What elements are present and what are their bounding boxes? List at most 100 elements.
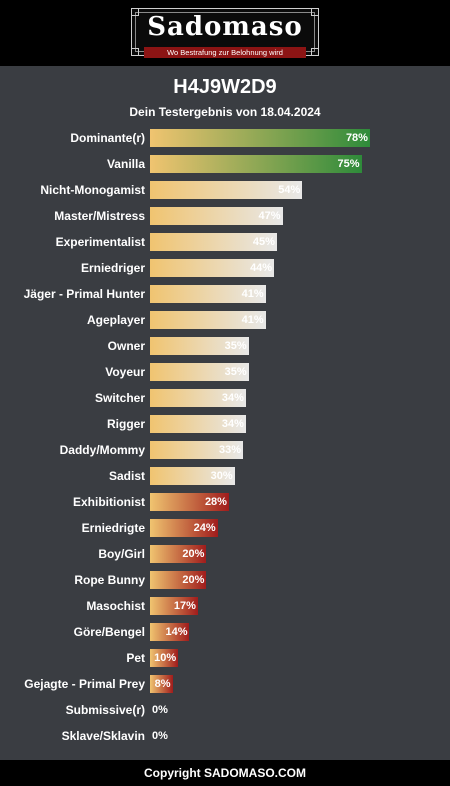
category-label: Boy/Girl	[98, 547, 145, 561]
category-label: Pet	[126, 651, 145, 665]
value-label: 34%	[221, 418, 244, 430]
logo-tagline: Wo Bestrafung zur Belohnung wird	[144, 47, 306, 58]
result-row: Ageplayer 41%	[0, 311, 450, 329]
category-label: Voyeur	[105, 365, 145, 379]
category-label: Daddy/Mommy	[59, 443, 145, 457]
result-row: Exhibitionist 28%	[0, 493, 450, 511]
value-label: 35%	[224, 340, 247, 352]
value-label: 34%	[221, 392, 244, 404]
category-label: Vanilla	[106, 157, 145, 171]
value-label: 8%	[154, 678, 171, 690]
result-bar	[150, 623, 190, 641]
value-label: 35%	[224, 366, 247, 378]
result-bar	[150, 311, 266, 329]
result-row: Master/Mistress 47%	[0, 207, 450, 225]
result-row: Dominante(r) 78%	[0, 129, 450, 147]
result-row: Sadist 30%	[0, 467, 450, 485]
result-bar	[150, 493, 229, 511]
result-bar	[150, 441, 244, 459]
result-bar	[150, 597, 198, 615]
result-bar	[150, 337, 249, 355]
result-bar	[150, 129, 370, 147]
logo-corner	[311, 48, 319, 56]
result-row: Erniedrigte 24%	[0, 519, 450, 537]
logo-corner	[131, 48, 139, 56]
result-row: Switcher 34%	[0, 389, 450, 407]
result-bar	[150, 181, 303, 199]
value-label: 45%	[252, 236, 275, 248]
value-label: 41%	[241, 314, 264, 326]
category-label: Jäger - Primal Hunter	[23, 287, 145, 301]
header-bar: Sadomaso Wo Bestrafung zur Belohnung wir…	[0, 0, 450, 66]
result-row: Rope Bunny 20%	[0, 571, 450, 589]
value-label: 14%	[165, 626, 188, 638]
logo-corner	[131, 8, 139, 16]
result-row: Vanilla 75%	[0, 155, 450, 173]
result-row: Sklave/Sklavin 0%	[0, 727, 450, 745]
footer-copyright[interactable]: Copyright SADOMASO.COM	[0, 760, 450, 786]
result-row: Göre/Bengel 14%	[0, 623, 450, 641]
result-row: Submissive(r) 0%	[0, 701, 450, 719]
result-bar	[150, 233, 277, 251]
category-label: Experimentalist	[55, 235, 145, 249]
result-bar	[150, 519, 218, 537]
result-bar	[150, 259, 275, 277]
site-logo[interactable]: Sadomaso Wo Bestrafung zur Belohnung wir…	[131, 8, 319, 58]
category-label: Exhibitionist	[73, 495, 145, 509]
value-label: 10%	[154, 652, 177, 664]
category-label: Göre/Bengel	[73, 625, 145, 639]
result-row: Experimentalist 45%	[0, 233, 450, 251]
value-label: 47%	[258, 210, 281, 222]
result-row: Jäger - Primal Hunter 41%	[0, 285, 450, 303]
value-label: 17%	[173, 600, 196, 612]
result-row: Erniedriger 44%	[0, 259, 450, 277]
category-label: Ageplayer	[86, 313, 145, 327]
value-label: 41%	[241, 288, 264, 300]
result-bar	[150, 571, 207, 589]
category-label: Dominante(r)	[70, 131, 145, 145]
value-label: 24%	[193, 522, 216, 534]
value-label: 33%	[219, 444, 242, 456]
category-label: Switcher	[94, 391, 145, 405]
value-label: 54%	[278, 184, 301, 196]
result-bar	[150, 675, 173, 693]
category-label: Master/Mistress	[54, 209, 145, 223]
value-label: 20%	[182, 574, 205, 586]
value-label: 0%	[152, 704, 168, 716]
category-label: Sadist	[108, 469, 145, 483]
value-label: 30%	[210, 470, 233, 482]
result-bar	[150, 155, 362, 173]
category-label: Rope Bunny	[74, 573, 145, 587]
result-bar	[150, 415, 246, 433]
category-label: Masochist	[86, 599, 145, 613]
result-bar	[150, 285, 266, 303]
result-row: Pet 10%	[0, 649, 450, 667]
category-label: Gejagte - Primal Prey	[24, 677, 145, 691]
result-bar	[150, 649, 179, 667]
value-label: 78%	[345, 132, 368, 144]
value-label: 75%	[337, 158, 360, 170]
category-label: Owner	[107, 339, 145, 353]
value-label: 0%	[152, 730, 168, 742]
result-bar	[150, 207, 283, 225]
result-subtitle: Dein Testergebnis von 18.04.2024	[129, 105, 321, 119]
result-row: Nicht-Monogamist 54%	[0, 181, 450, 199]
result-row: Gejagte - Primal Prey 8%	[0, 675, 450, 693]
category-label: Sklave/Sklavin	[61, 729, 145, 743]
result-bar	[150, 389, 246, 407]
result-bar	[150, 363, 249, 381]
result-row: Voyeur 35%	[0, 363, 450, 381]
category-label: Erniedriger	[80, 261, 145, 275]
category-label: Erniedrigte	[81, 521, 145, 535]
value-label: 28%	[204, 496, 227, 508]
result-row: Owner 35%	[0, 337, 450, 355]
category-label: Rigger	[106, 417, 145, 431]
category-label: Submissive(r)	[65, 703, 145, 717]
result-code: H4J9W2D9	[173, 76, 277, 98]
value-label: 20%	[182, 548, 205, 560]
result-row: Boy/Girl 20%	[0, 545, 450, 563]
result-row: Daddy/Mommy 33%	[0, 441, 450, 459]
result-row: Masochist 17%	[0, 597, 450, 615]
result-row: Rigger 34%	[0, 415, 450, 433]
logo-corner	[311, 8, 319, 16]
